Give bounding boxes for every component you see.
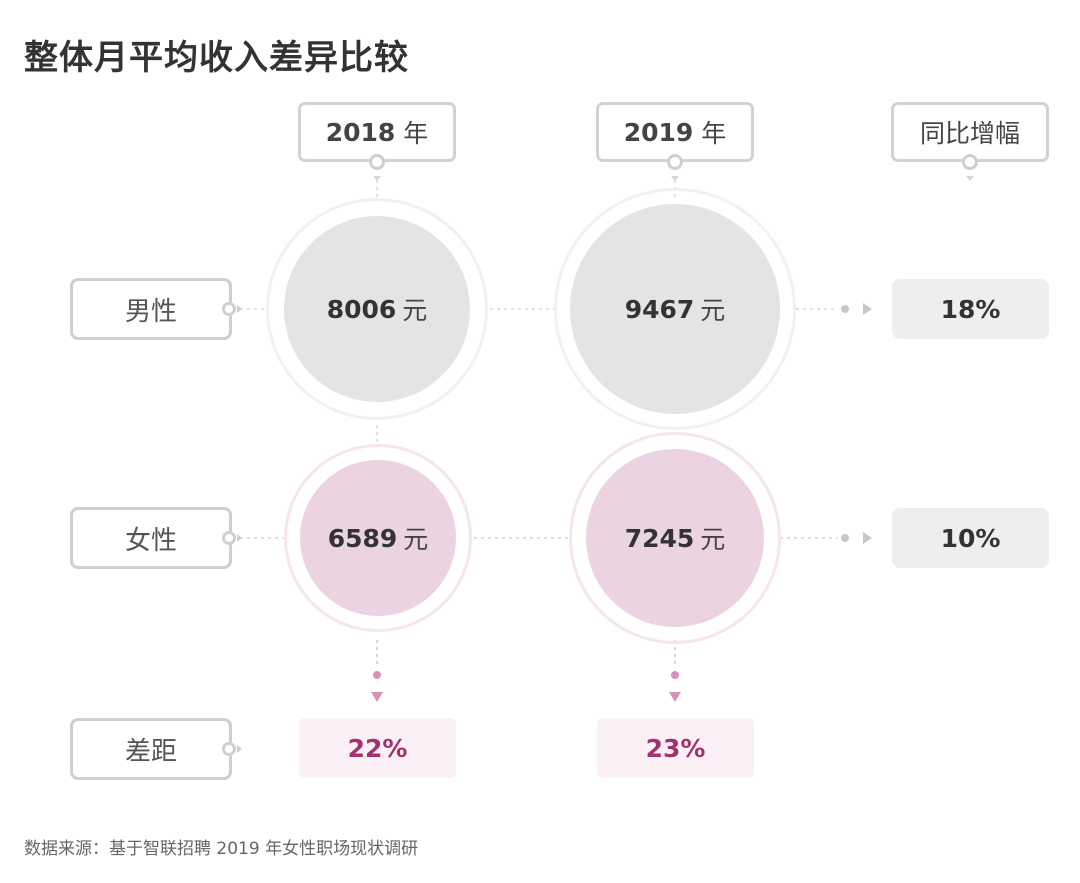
row-dot-icon <box>222 531 236 545</box>
row-dot-icon <box>222 302 236 316</box>
female-2019-unit: 元 <box>700 525 726 554</box>
growth-female: 10% <box>892 508 1049 568</box>
gap-2018: 22% <box>299 718 456 778</box>
female-2018-value: 6589 <box>327 523 398 553</box>
row-label-female-text: 女性 <box>124 525 177 556</box>
header-dot-icon <box>962 154 978 170</box>
gap-2019: 23% <box>597 718 754 778</box>
source-note: 数据来源：基于智联招聘 2019 年女性职场现状调研 <box>24 839 419 859</box>
female-2018-bubble: 6589 元 <box>300 460 456 616</box>
growth-male: 18% <box>892 279 1049 339</box>
row-label-male-text: 男性 <box>124 296 177 327</box>
column-header-2018: 2018 年 <box>298 102 456 162</box>
male-2018-unit: 元 <box>402 296 428 325</box>
male-2019-unit: 元 <box>700 296 726 325</box>
female-2019-value: 7245 <box>624 523 695 553</box>
row-label-female: 女性 <box>70 507 232 569</box>
header-dot-icon <box>667 154 683 170</box>
male-2018-value: 8006 <box>326 294 397 324</box>
page-title: 整体月平均收入差异比较 <box>24 38 409 78</box>
header-dot-icon <box>369 154 385 170</box>
row-label-gap: 差距 <box>70 718 232 780</box>
row-label-gap-text: 差距 <box>124 736 177 767</box>
male-2018-ring <box>266 198 488 420</box>
male-2019-bubble: 9467 元 <box>570 204 780 414</box>
column-header-2019: 2019 年 <box>596 102 754 162</box>
row-label-male: 男性 <box>70 278 232 340</box>
male-2019-value: 9467 <box>624 294 695 324</box>
column-header-2018-year: 2018 <box>325 117 396 147</box>
column-header-2019-unit: 年 <box>701 119 727 148</box>
female-2018-ring <box>284 444 472 632</box>
female-2018-unit: 元 <box>403 525 429 554</box>
column-header-2019-year: 2019 <box>623 117 694 147</box>
male-2018-bubble: 8006 元 <box>284 216 470 402</box>
column-header-growth-label: 同比增幅 <box>919 119 1020 148</box>
column-header-2018-unit: 年 <box>403 119 429 148</box>
female-2019-ring <box>569 432 781 644</box>
column-header-growth: 同比增幅 <box>891 102 1049 162</box>
row-dot-icon <box>222 742 236 756</box>
male-2019-ring <box>554 188 796 430</box>
female-2019-bubble: 7245 元 <box>586 449 764 627</box>
